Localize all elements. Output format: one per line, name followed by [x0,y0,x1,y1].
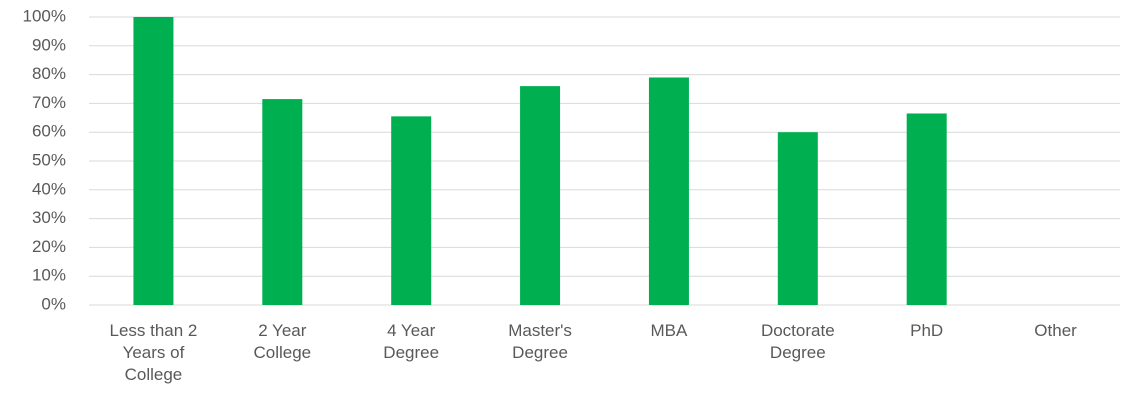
x-tick-label: Other [1034,321,1077,340]
bar [391,116,432,305]
x-tick-label: MBA [650,321,688,340]
x-tick-label: Master's Degree [508,321,572,362]
bar [262,99,303,305]
y-tick-label: 60% [32,122,66,141]
y-tick-label: 0% [41,294,66,313]
x-tick-label: PhD [910,321,944,340]
y-tick-label: 20% [32,237,66,256]
y-tick-label: 40% [32,179,66,198]
y-tick-label: 100% [23,6,66,25]
x-tick-label: 2 Year College [253,321,312,362]
bar [648,77,689,305]
y-tick-label: 70% [32,93,66,112]
bar [777,132,818,305]
x-tick-label: Doctorate Degree [760,321,835,362]
y-tick-label: 10% [32,266,66,285]
x-tick-label: Less than 2 Years of College [109,321,198,384]
bar [906,113,947,305]
bar [520,86,561,306]
y-tick-label: 50% [32,150,66,169]
y-tick-label: 90% [32,35,66,54]
y-tick-label: 30% [32,208,66,227]
y-tick-label: 80% [32,64,66,83]
bar [133,17,174,305]
x-tick-label: 4 Year Degree [383,321,440,362]
